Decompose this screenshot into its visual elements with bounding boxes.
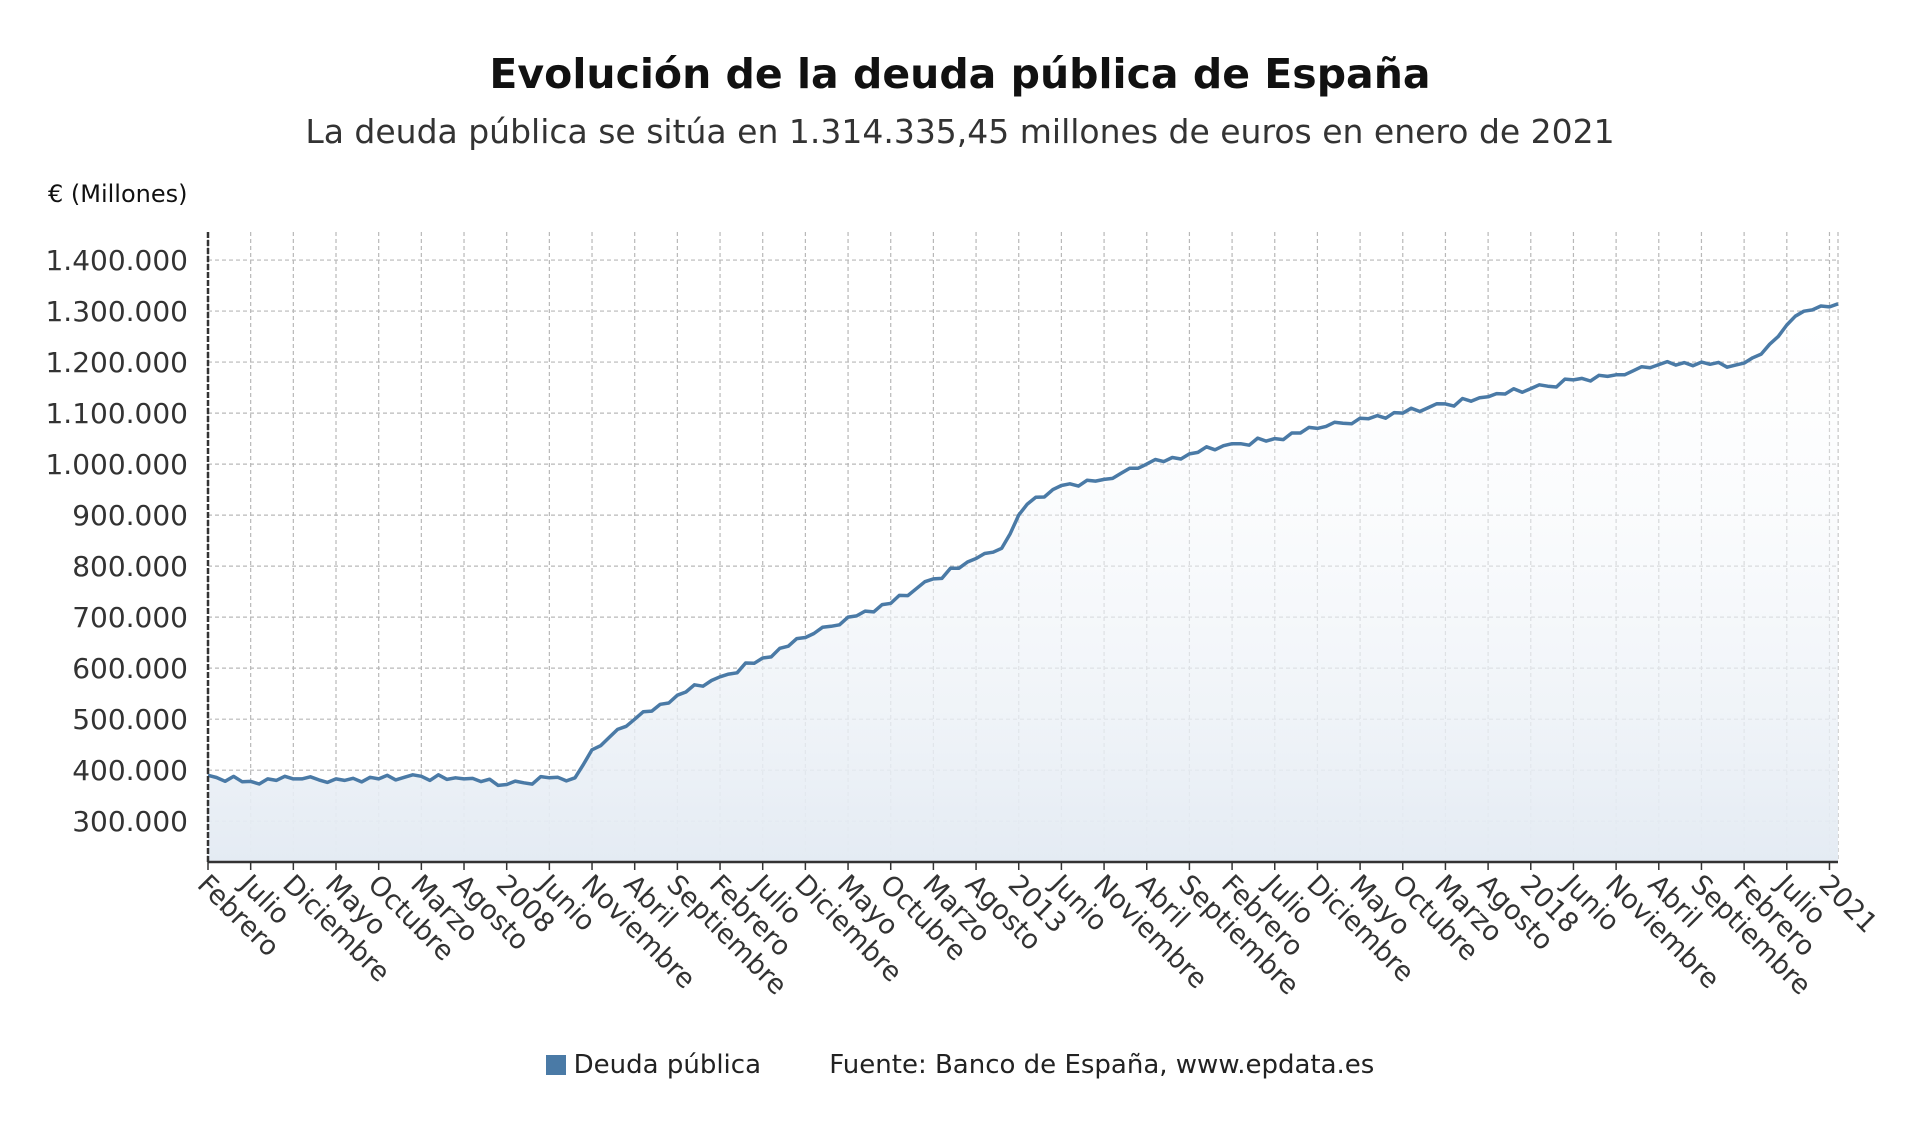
chart-area-layer <box>207 302 1839 862</box>
y-tick-label: 700.000 <box>72 601 188 634</box>
series-line <box>207 302 1839 788</box>
chart-subtitle: La deuda pública se sitúa en 1.314.335,4… <box>305 112 1615 151</box>
legend-series-label: Deuda pública <box>573 1050 761 1080</box>
x-tick-labels: FebreroJulioDiciembreMayoOctubreMarzoAgo… <box>191 868 1883 1002</box>
y-tick-labels: 300.000 400.000 500.000 600.000 700.000 800.0… <box>45 244 188 838</box>
y-axis-unit-label: € (Millones) <box>48 180 188 208</box>
y-tick-label: 800.000 <box>72 550 188 583</box>
series-area-fill <box>208 303 1838 862</box>
chart-source: Fuente: Banco de España, www.epdata.es <box>829 1050 1375 1080</box>
y-tick-label: 500.000 <box>72 703 188 736</box>
y-tick-label: 400.000 <box>72 754 188 787</box>
chart-axes <box>206 232 1838 870</box>
y-tick-label: 1.100.000 <box>45 397 188 430</box>
y-tick-label: 600.000 <box>72 652 188 685</box>
y-tick-label: 900.000 <box>72 499 188 532</box>
chart-legend: Deuda pública Fuente: Banco de España, w… <box>0 1050 1920 1080</box>
y-tick-label: 1.300.000 <box>45 295 188 328</box>
chart-title: Evolución de la deuda pública de España <box>489 50 1431 98</box>
y-tick-label: 1.400.000 <box>45 244 188 277</box>
legend-swatch <box>545 1055 566 1075</box>
y-tick-label: 1.200.000 <box>45 346 188 379</box>
y-tick-label: 300.000 <box>72 805 188 838</box>
y-tick-label: 1.000.000 <box>45 448 188 481</box>
